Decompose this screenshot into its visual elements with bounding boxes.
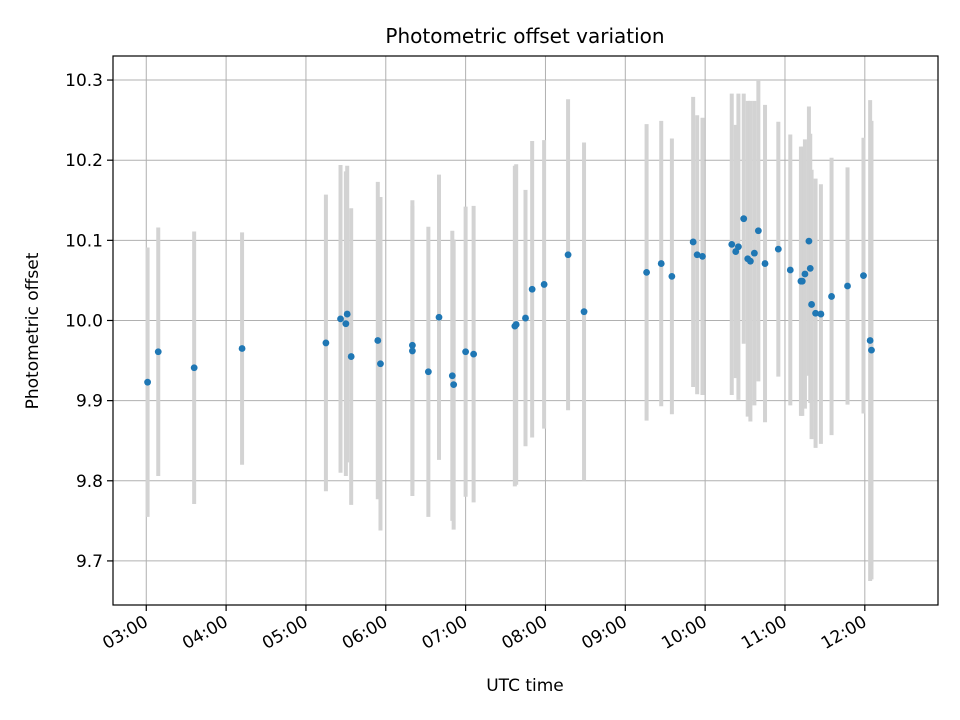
data-point xyxy=(374,337,382,344)
y-tick-label: 10.3 xyxy=(65,71,103,91)
data-point xyxy=(754,227,762,235)
data-point xyxy=(408,347,416,355)
y-tick-label: 9.9 xyxy=(76,392,103,412)
x-tick-label: 06:00 xyxy=(339,612,391,654)
x-tick-label: 11:00 xyxy=(738,612,790,654)
y-tick-label: 9.7 xyxy=(76,552,103,572)
data-point xyxy=(238,345,246,352)
data-point xyxy=(828,293,835,300)
data-point xyxy=(522,314,529,322)
x-tick-label: 12:00 xyxy=(818,612,870,654)
data-point xyxy=(528,285,536,293)
chart-title: Photometric offset variation xyxy=(385,24,664,48)
data-point xyxy=(798,277,806,285)
x-tick-label: 07:00 xyxy=(419,612,471,654)
data-point xyxy=(728,240,736,248)
data-point xyxy=(868,346,875,354)
data-point xyxy=(435,313,443,321)
x-tick-label: 05:00 xyxy=(259,612,311,654)
data-point xyxy=(154,348,162,356)
y-axis-label: Photometric offset xyxy=(23,252,43,409)
data-point xyxy=(343,310,351,318)
data-point xyxy=(808,301,815,308)
data-point xyxy=(786,266,794,274)
data-point xyxy=(337,315,344,323)
data-point xyxy=(540,281,548,288)
y-axis-ticks: 9.7 9.8 9.9 10.0 10.1 10.2 10.3 xyxy=(65,71,113,572)
data-point xyxy=(462,348,470,356)
data-point xyxy=(866,337,874,344)
x-tick-label: 09:00 xyxy=(578,612,630,654)
data-point xyxy=(746,257,754,265)
data-point xyxy=(668,273,676,280)
data-point xyxy=(190,364,198,372)
y-tick-label: 9.8 xyxy=(76,472,103,492)
x-axis-ticks: 03:00 04:00 05:00 06:00 07:00 08:00 09:00 10:00… xyxy=(99,605,870,654)
data-point xyxy=(450,381,458,388)
data-point xyxy=(408,341,416,349)
x-axis-label: UTC time xyxy=(486,676,564,696)
y-tick-label: 10.2 xyxy=(65,151,103,171)
plot-frame xyxy=(112,55,939,606)
x-tick-label: 04:00 xyxy=(179,612,231,654)
data-point xyxy=(470,350,478,358)
data-point xyxy=(342,320,350,328)
data-point xyxy=(699,252,706,260)
data-point xyxy=(144,378,151,386)
data-point xyxy=(844,282,851,290)
x-tick-label: 10:00 xyxy=(658,612,710,654)
data-point xyxy=(448,372,456,380)
data-point xyxy=(817,310,825,318)
data-point xyxy=(774,245,782,253)
data-point xyxy=(512,321,520,328)
data-point xyxy=(347,353,355,360)
data-point xyxy=(806,264,814,272)
data-point xyxy=(689,238,697,246)
data-points xyxy=(144,215,875,388)
x-tick-label: 08:00 xyxy=(499,612,551,654)
data-point xyxy=(693,251,701,259)
y-tick-label: 10.1 xyxy=(65,231,103,251)
data-point xyxy=(424,368,432,376)
data-point xyxy=(750,249,758,257)
data-point xyxy=(735,243,742,251)
data-point xyxy=(657,260,665,267)
data-point xyxy=(812,309,819,317)
data-point xyxy=(643,268,650,276)
data-point xyxy=(740,215,748,223)
data-point xyxy=(377,360,384,368)
x-tick-label: 03:00 xyxy=(99,612,151,654)
data-point xyxy=(564,251,572,259)
data-point xyxy=(801,270,809,278)
y-tick-label: 10.0 xyxy=(65,311,103,331)
data-point xyxy=(580,308,588,316)
error-bars xyxy=(145,80,874,581)
data-point xyxy=(761,260,769,267)
data-point xyxy=(860,272,867,279)
data-point xyxy=(805,237,813,245)
data-point xyxy=(322,339,330,347)
